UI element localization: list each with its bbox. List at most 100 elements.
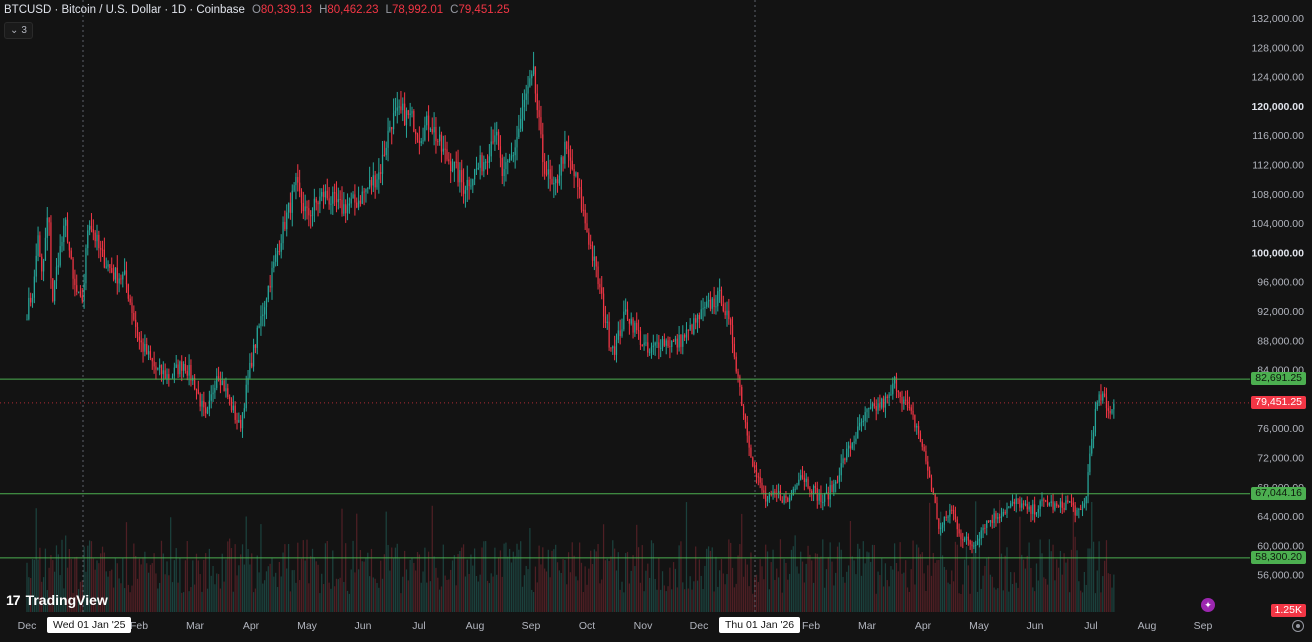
candle-body bbox=[949, 509, 951, 517]
candle-body bbox=[223, 380, 225, 392]
candle-body bbox=[138, 336, 140, 341]
candle-body bbox=[672, 340, 675, 342]
candle-body bbox=[514, 147, 516, 156]
candle-body bbox=[440, 134, 443, 152]
candle-body bbox=[190, 364, 192, 381]
ohlc-open: O80,339.13 bbox=[249, 4, 312, 16]
volume-bar bbox=[984, 565, 986, 612]
candle-body bbox=[57, 265, 59, 267]
candle-body bbox=[142, 342, 144, 352]
candle-body bbox=[194, 377, 196, 390]
candle-body bbox=[525, 93, 527, 100]
price-axis-tick-label: 116,000.00 bbox=[1252, 130, 1304, 142]
volume-bar bbox=[181, 592, 183, 612]
candle-body bbox=[221, 380, 223, 386]
volume-bar bbox=[343, 581, 345, 612]
price-axis[interactable]: 56,000.0060,000.0064,000.0068,000.0072,0… bbox=[1251, 13, 1304, 582]
volume-bar bbox=[103, 552, 105, 612]
volume-bar bbox=[440, 586, 443, 612]
candle-body bbox=[39, 235, 41, 257]
volume-bar bbox=[1113, 574, 1115, 612]
candle-body bbox=[181, 361, 183, 371]
candle-body bbox=[282, 221, 284, 244]
magic-spark-icon[interactable]: ✦ bbox=[1201, 598, 1215, 612]
candle-body bbox=[46, 217, 48, 238]
indicators-toggle-button[interactable]: ⌄ 3 bbox=[4, 22, 33, 39]
volume-bar bbox=[105, 571, 107, 612]
volume-bar bbox=[525, 565, 527, 612]
volume-bar bbox=[910, 569, 912, 612]
candle-body bbox=[779, 491, 782, 501]
candle-body bbox=[275, 254, 277, 262]
candle-body bbox=[264, 307, 266, 315]
candle-body bbox=[381, 154, 384, 174]
candle-body bbox=[685, 329, 688, 338]
price-axis-tick-label: 108,000.00 bbox=[1251, 189, 1304, 201]
volume-bar bbox=[85, 571, 87, 612]
volume-bar bbox=[888, 586, 890, 612]
candle-body bbox=[995, 513, 997, 519]
level-price-tag[interactable]: 82,691.25 bbox=[1251, 372, 1306, 386]
volume-bar bbox=[74, 557, 76, 612]
volume-bar bbox=[1013, 572, 1015, 612]
volume-bar bbox=[361, 561, 363, 612]
volume-bar bbox=[431, 505, 433, 612]
time-axis-tick-label: Mar bbox=[186, 620, 205, 632]
time-axis[interactable]: Dec Feb Mar Apr May Jun Jul Aug Sep Oct Nov Dec Feb M… bbox=[18, 620, 1213, 632]
volume-bar bbox=[789, 573, 791, 612]
candle-body bbox=[704, 306, 706, 309]
candle-body bbox=[531, 74, 533, 79]
volume-bar bbox=[903, 572, 905, 612]
volume-bar bbox=[938, 559, 940, 612]
volume-bar bbox=[1026, 555, 1028, 612]
volume-bar bbox=[906, 587, 909, 612]
volume-bar bbox=[949, 584, 951, 612]
volume-bar bbox=[411, 557, 413, 612]
candle-body bbox=[1067, 500, 1069, 502]
candle-body bbox=[824, 493, 826, 502]
candle-body bbox=[164, 370, 166, 379]
volume-bar bbox=[252, 592, 255, 612]
level-price-tag[interactable]: 58,300.20 bbox=[1251, 550, 1306, 564]
candle-body bbox=[321, 191, 323, 197]
volume-bar bbox=[413, 562, 415, 612]
level-price-tag[interactable]: 67,044.16 bbox=[1251, 486, 1306, 500]
symbol-title[interactable]: BTCUSD · Bitcoin / U.S. Dollar · 1D · Co… bbox=[4, 4, 245, 16]
candle-body bbox=[962, 539, 964, 541]
volume-bar bbox=[752, 593, 754, 612]
candle-body bbox=[1072, 502, 1074, 506]
candle-body bbox=[286, 212, 288, 230]
last-price-tag[interactable]: 79,451.25 bbox=[1251, 395, 1306, 409]
settings-gear-icon[interactable] bbox=[1292, 620, 1304, 632]
candle-body bbox=[875, 405, 877, 411]
candle-body bbox=[103, 249, 105, 268]
volume-bar bbox=[855, 574, 857, 612]
candle-body bbox=[881, 398, 883, 408]
volume-bar bbox=[367, 552, 369, 612]
candle-body bbox=[1046, 501, 1049, 506]
candle-body bbox=[227, 388, 229, 397]
candle-body bbox=[1035, 512, 1038, 515]
candle-body bbox=[276, 250, 279, 255]
candle-body bbox=[737, 371, 739, 377]
volume-bar bbox=[1017, 587, 1019, 612]
candle-body bbox=[728, 310, 730, 320]
candle-body bbox=[405, 110, 408, 126]
volume-bar bbox=[293, 570, 295, 612]
volume-bar bbox=[824, 587, 826, 612]
volume-bar bbox=[1107, 573, 1109, 612]
symbol-legend[interactable]: BTCUSD · Bitcoin / U.S. Dollar · 1D · Co… bbox=[4, 4, 510, 16]
volume-bar bbox=[291, 570, 293, 612]
time-axis-tick-label: Feb bbox=[130, 620, 148, 632]
candle-body bbox=[273, 261, 275, 268]
candle-body bbox=[59, 246, 61, 266]
tradingview-logo[interactable]: 17 TradingView bbox=[6, 592, 108, 608]
candle-body bbox=[212, 392, 214, 395]
candle-layer bbox=[26, 51, 1115, 554]
candle-body bbox=[407, 110, 409, 116]
candle-body bbox=[720, 289, 723, 305]
volume-bar bbox=[107, 576, 109, 612]
volume-bar bbox=[965, 546, 968, 612]
